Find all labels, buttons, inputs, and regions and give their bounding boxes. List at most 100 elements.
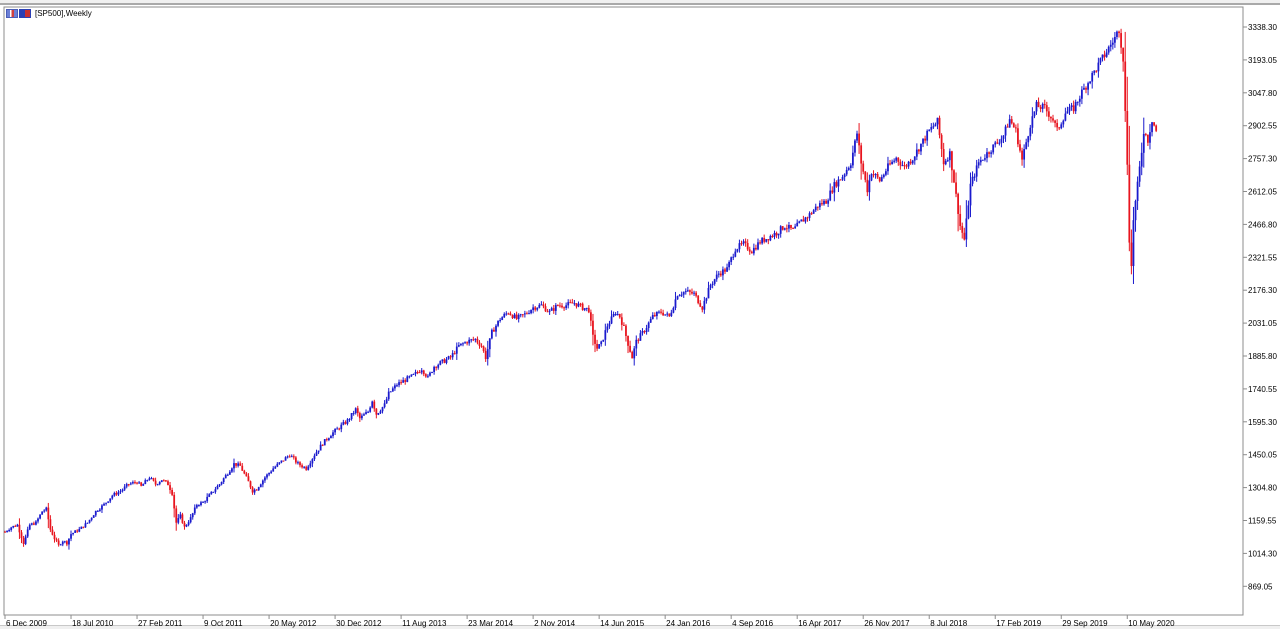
chart-window[interactable]: [SP500],Weekly 3338.30 3193.05 3047.80 2902… [0,3,1280,628]
candle-bull [674,299,677,308]
candle-bear [802,219,805,222]
x-tick-label: 29 Sep 2019 [1062,619,1108,628]
candle-bear [239,463,242,466]
y-tick-label: 3047.80 [1248,89,1277,98]
y-tick-label: 2902.55 [1248,122,1277,131]
candle-bull [984,158,986,160]
candle-bull [1142,133,1145,153]
candle-bull [319,444,322,451]
candle-bull [193,507,196,514]
candle-bull [538,304,541,308]
candle-bear [746,242,749,250]
candle-bull [274,466,277,469]
candle-bear [169,485,171,491]
y-tick-label: 1159.55 [1248,517,1277,526]
y-tick-label: 3193.05 [1248,56,1277,65]
candlestick-chart[interactable]: 3338.30 3193.05 3047.80 2902.55 2757.30 2612.… [0,5,1280,628]
candle-bull [783,228,786,230]
candle-bull [148,478,151,481]
candle-bear [301,465,303,468]
candle-bull [726,267,728,272]
candle-bear [785,228,788,230]
candle-bear [1128,164,1131,243]
candle-bear [629,345,631,352]
candle-bear [154,480,157,485]
candle-bear [556,305,559,307]
candle-bear [1147,134,1149,143]
candle-bull [233,463,235,469]
candle-bull [505,313,508,315]
candle-bull [1138,166,1141,182]
candle-bull [885,171,887,175]
x-tick-label: 26 Nov 2017 [864,619,910,628]
candle-bear [750,251,753,254]
candle-bull [272,468,275,472]
candle-bull [1136,181,1139,201]
candle-bull [911,160,914,164]
candle-bull [827,200,830,204]
candle-bull [429,372,431,376]
candle-bear [243,470,246,474]
candle-bear [165,480,167,482]
x-tick-label: 2 Nov 2014 [534,619,575,628]
candle-bull [948,151,951,161]
candle-bull [1140,152,1143,167]
candle-bull [486,349,489,359]
x-tick-label: 18 Jul 2010 [72,619,114,628]
candle-bull [738,243,741,250]
candle-bull [880,177,883,182]
candle-bull [266,474,268,478]
candle-bull [1151,122,1153,133]
candle-bear [938,117,941,136]
x-tick-label: 6 Dec 2009 [6,619,47,628]
y-tick-label: 1885.80 [1248,352,1277,361]
candle-bull [202,501,204,503]
candle-bull [1089,81,1092,84]
candle-bull [705,298,708,301]
candle-bear [1012,123,1015,128]
candle-bull [608,323,611,327]
candle-bull [887,163,889,172]
candle-bull [666,313,669,315]
candle-bull [389,391,392,393]
candle-bull [237,463,240,466]
candle-bear [247,476,250,482]
candle-bear [1095,70,1098,72]
candle-bull [311,459,314,464]
candle-bear [404,380,407,382]
candle-bear [51,529,54,535]
candle-bull [602,339,605,342]
candle-bear [569,302,572,304]
candle-bull [1027,136,1030,143]
candle-bull [391,388,394,392]
candle-bear [701,306,704,310]
candle-bear [552,308,555,311]
y-tick-label: 1014.30 [1248,549,1277,558]
candle-bull [936,117,939,125]
candle-bear [1010,119,1013,124]
candle-bear [620,317,623,325]
candle-bull [1008,119,1011,128]
candle-bull [536,307,539,310]
candle-bull [379,411,382,414]
candle-bear [1126,111,1129,165]
candle-bear [1045,105,1048,112]
candle-bear [668,313,671,317]
candle-bull [517,314,520,319]
candle-bear [509,313,512,316]
candle-bear [453,353,456,355]
candle-bull [656,311,658,317]
candle-bull [90,517,93,520]
candle-bear [478,342,481,346]
candle-bear [55,539,58,541]
candle-bull [1134,200,1137,221]
candle-bull [598,344,601,349]
candle-bear [951,151,953,171]
candle-bull [16,524,19,527]
candle-bear [596,343,598,349]
candle-bear [443,359,446,363]
candle-bull [1066,111,1069,114]
candle-bull [107,501,110,503]
candle-bull [808,213,811,218]
candle-bull [323,439,326,446]
